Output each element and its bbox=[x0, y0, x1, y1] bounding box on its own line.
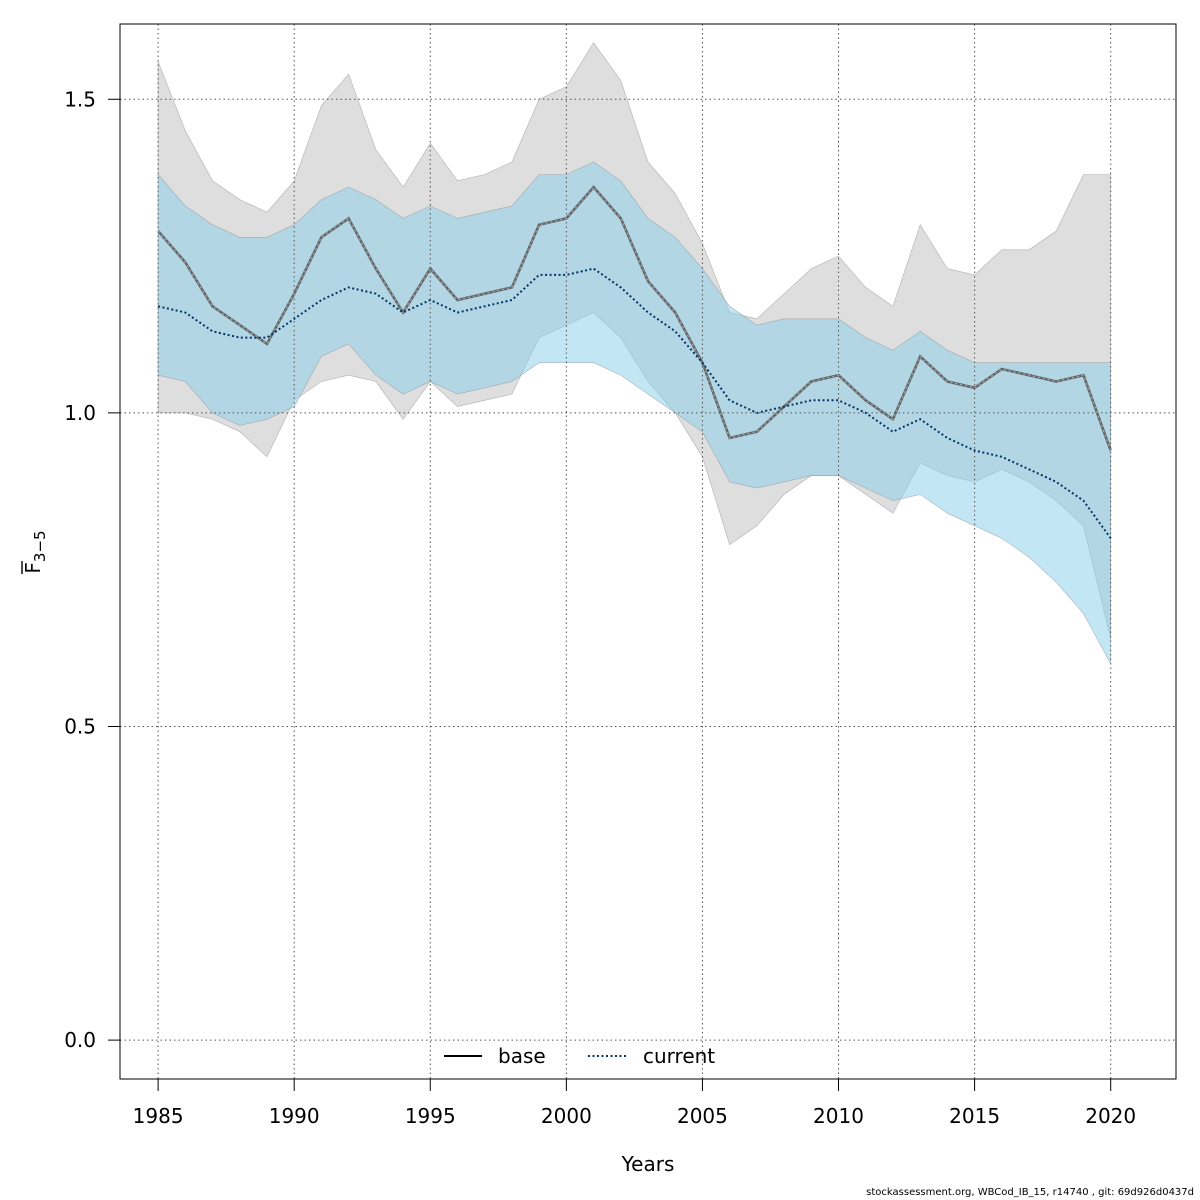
x-tick-label: 2000 bbox=[541, 1104, 592, 1128]
series-lines bbox=[157, 185, 1112, 539]
legend: base current bbox=[444, 1044, 715, 1068]
legend-label-base: base bbox=[498, 1044, 546, 1068]
y-axis: 0.0 0.5 1.0 1.5 bbox=[64, 87, 121, 1052]
grid-lines bbox=[120, 24, 1176, 1079]
legend-label-current: current bbox=[643, 1044, 715, 1068]
x-tick-label: 2015 bbox=[949, 1104, 1000, 1128]
x-tick-label: 1985 bbox=[133, 1104, 184, 1128]
y-tick-label: 0.0 bbox=[64, 1028, 96, 1052]
x-tick-label: 1990 bbox=[269, 1104, 320, 1128]
x-tick-label: 1995 bbox=[405, 1104, 456, 1128]
x-tick-label: 2010 bbox=[813, 1104, 864, 1128]
y-axis-title-main: F bbox=[21, 562, 45, 574]
y-tick-label: 0.5 bbox=[64, 714, 96, 738]
x-axis: 1985 1990 1995 2000 2005 2010 2015 2020 bbox=[133, 1078, 1136, 1128]
y-tick-label: 1.5 bbox=[64, 87, 96, 111]
svg-text:F3−5: F3−5 bbox=[21, 530, 49, 573]
x-tick-label: 2005 bbox=[677, 1104, 728, 1128]
y-axis-title-subscript: 3−5 bbox=[31, 530, 49, 562]
series-line-current bbox=[157, 267, 1112, 539]
y-axis-title: F3−5 bbox=[21, 530, 49, 574]
footer-credit: stockassessment.org, WBCod_IB_15, r14740… bbox=[866, 1187, 1194, 1198]
confidence-bands bbox=[157, 42, 1111, 664]
x-axis-title: Years bbox=[621, 1152, 675, 1176]
x-tick-label: 2020 bbox=[1085, 1104, 1136, 1128]
series-line-base-overlay bbox=[157, 186, 1112, 451]
y-tick-label: 1.0 bbox=[64, 401, 96, 425]
